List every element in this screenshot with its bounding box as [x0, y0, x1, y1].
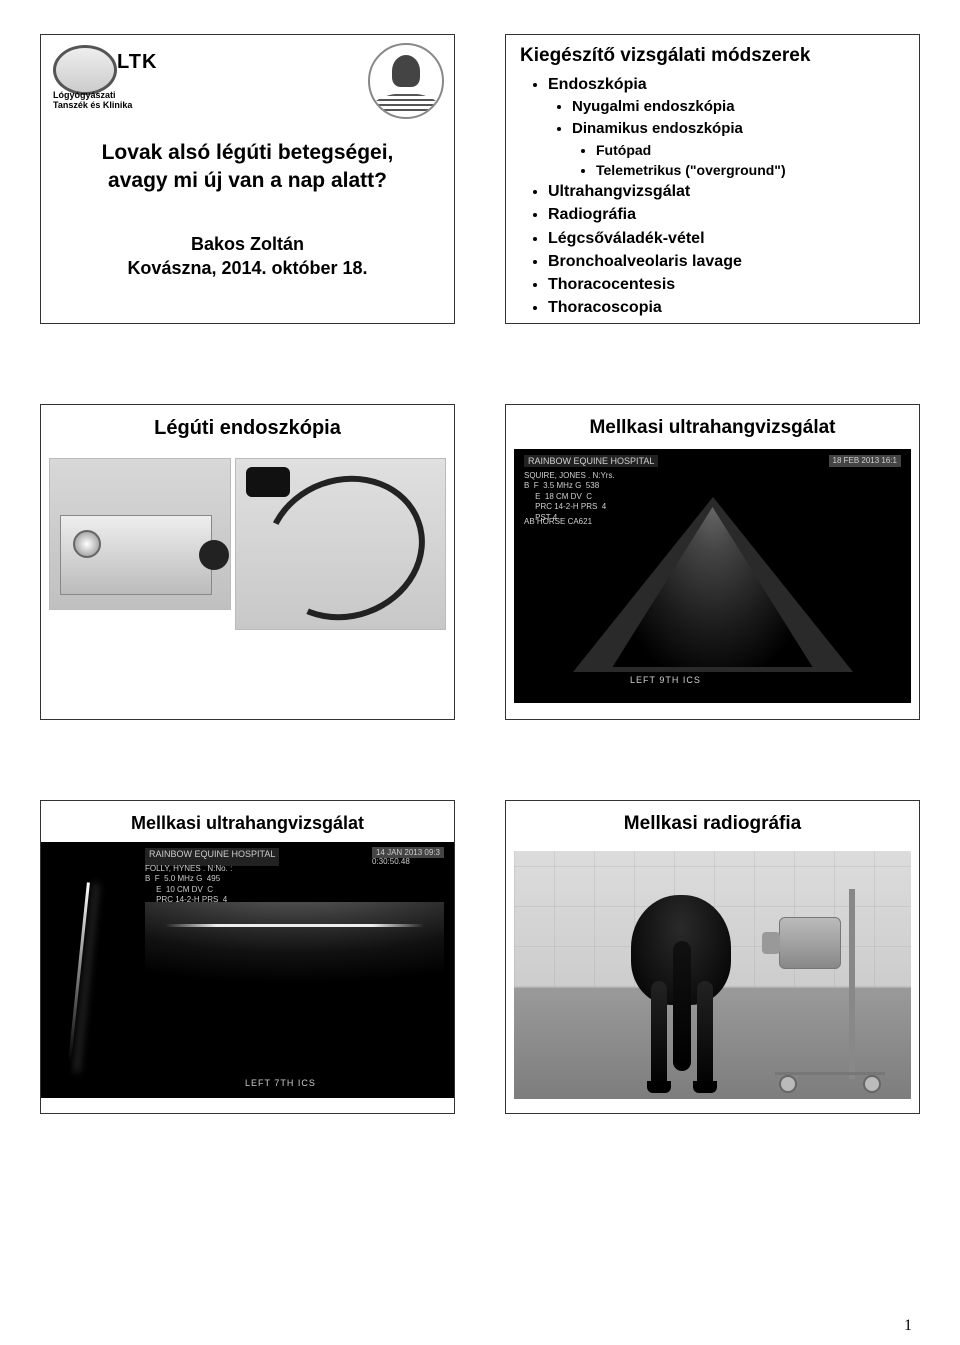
us-date: 18 FEB 2013 16:1 [829, 455, 902, 467]
row-3: Mellkasi ultrahangvizsgálat RAINBOW EQUI… [40, 800, 920, 1114]
list-item: Telemetrikus ("overground") [596, 160, 905, 180]
slide2-title: Kiegészítő vizsgálati módszerek [520, 45, 905, 67]
us-curved-image [145, 902, 444, 1074]
bullet-thoracoscopy: Thoracoscopia [548, 299, 662, 316]
list-item: Ultrahangvizsgálat [548, 180, 905, 203]
ultrasound-screen: RAINBOW EQUINE HOSPITAL 18 FEB 2013 16:1… [514, 449, 911, 703]
bullet-treadmill: Futópad [596, 142, 651, 158]
list-item: Bronchoalveolaris lavage [548, 250, 905, 273]
bullet-resting-endo: Nyugalmi endoszkópia [572, 98, 735, 115]
comet-tail-icon [67, 882, 90, 1071]
endoscopy-images [49, 458, 446, 630]
logo-ltk: LTK Lógyógyászati Tanszék és Klinika [51, 43, 176, 113]
us-location-label: LEFT 9TH ICS [630, 675, 701, 685]
page-number: 1 [904, 1317, 912, 1335]
title-line-2: avagy mi új van a nap alatt? [108, 169, 387, 192]
bullet-thoracocentesis: Thoracocentesis [548, 276, 675, 293]
slide-title: LTK Lógyógyászati Tanszék és Klinika Lov… [40, 34, 455, 324]
bullet-bal: Bronchoalveolaris lavage [548, 253, 742, 270]
bullet-ultrasound: Ultrahangvizsgálat [548, 183, 690, 200]
us-location-label: LEFT 7TH ICS [245, 1078, 316, 1088]
bullet-endoscopy: Endoszkópia [548, 76, 647, 93]
methods-list: Endoszkópia Nyugalmi endoszkópia Dinamik… [520, 73, 905, 319]
comet-tail-image [41, 842, 135, 1098]
radiography-room-image [514, 851, 911, 1099]
slide1-title: Lovak alsó légúti betegségei, avagy mi ú… [51, 139, 444, 196]
slide-thoracic-ultrasound-1: Mellkasi ultrahangvizsgálat RAINBOW EQUI… [505, 404, 920, 720]
list-item: Thoracoscopia [548, 296, 905, 319]
us-patient: SQUIRE, JONES . N:Yrs. [524, 471, 615, 480]
ltk-text: LTK [117, 51, 157, 74]
us-patient: FOLLY, HYNES . N:No. : [145, 864, 232, 873]
linear-ultrasound-image: RAINBOW EQUINE HOSPITAL 14 JAN 2013 09:3… [135, 842, 454, 1098]
us-date-time: 14 JAN 2013 09:3 0:30:50.48 [372, 848, 444, 866]
us-hospital: RAINBOW EQUINE HOSPITAL [524, 455, 658, 467]
slide-airway-endoscopy: Légúti endoszkópia [40, 404, 455, 720]
bullet-radiography: Radiográfia [548, 206, 636, 223]
ltk-sub-2: Tanszék és Klinika [53, 100, 132, 110]
list-item: Nyugalmi endoszkópia [572, 96, 905, 118]
bullet-tracheal-wash: Légcsőváladék-vétel [548, 230, 705, 247]
slide6-title: Mellkasi radiográfia [514, 813, 911, 835]
ltk-horse-oval-icon [53, 45, 117, 95]
horse-icon [611, 871, 751, 1091]
logo-partner-icon [368, 43, 444, 119]
bullet-dynamic-endo: Dinamikus endoszkópia [572, 120, 743, 137]
slide5-images: RAINBOW EQUINE HOSPITAL 14 JAN 2013 09:3… [41, 842, 454, 1098]
list-item: Légcsőváladék-vétel [548, 227, 905, 250]
ltk-subtitle: Lógyógyászati Tanszék és Klinika [53, 91, 132, 111]
author-line-2: Kovászna, 2014. október 18. [127, 258, 367, 278]
slide-thoracic-ultrasound-2: Mellkasi ultrahangvizsgálat RAINBOW EQUI… [40, 800, 455, 1114]
slide1-author: Bakos Zoltán Kovászna, 2014. október 18. [51, 232, 444, 281]
slide-methods: Kiegészítő vizsgálati módszerek Endoszkó… [505, 34, 920, 324]
slide4-title: Mellkasi ultrahangvizsgálat [514, 417, 911, 439]
xray-stand-icon [765, 873, 885, 1093]
page: LTK Lógyógyászati Tanszék és Klinika Lov… [0, 0, 960, 1345]
list-item: Dinamikus endoszkópia Futópad Telemetrik… [572, 118, 905, 180]
scope-handle-icon [246, 467, 290, 497]
light-source-icon [60, 515, 212, 595]
slide-thoracic-radiography: Mellkasi radiográfia [505, 800, 920, 1114]
ltk-sub-1: Lógyógyászati [53, 90, 116, 100]
us-time: 0:30:50.48 [372, 857, 410, 866]
logo-row: LTK Lógyógyászati Tanszék és Klinika [51, 43, 444, 121]
endoscope-image [235, 458, 446, 630]
bullet-overground: Telemetrikus ("overground") [596, 162, 786, 178]
slide3-title: Légúti endoszkópia [49, 417, 446, 440]
light-source-image [49, 458, 231, 610]
list-item: Radiográfia [548, 203, 905, 226]
list-item: Thoracocentesis [548, 273, 905, 296]
us-top-bar: RAINBOW EQUINE HOSPITAL 18 FEB 2013 16:1 [524, 455, 901, 467]
slide5-title: Mellkasi ultrahangvizsgálat [41, 813, 454, 834]
author-line-1: Bakos Zoltán [191, 234, 304, 254]
list-item: Endoszkópia Nyugalmi endoszkópia Dinamik… [548, 73, 905, 180]
row-2: Légúti endoszkópia Mellkasi ultrahangviz… [40, 404, 920, 720]
title-line-1: Lovak alsó légúti betegségei, [102, 141, 394, 164]
list-item: Futópad [596, 140, 905, 160]
row-1: LTK Lógyógyászati Tanszék és Klinika Lov… [40, 34, 920, 324]
